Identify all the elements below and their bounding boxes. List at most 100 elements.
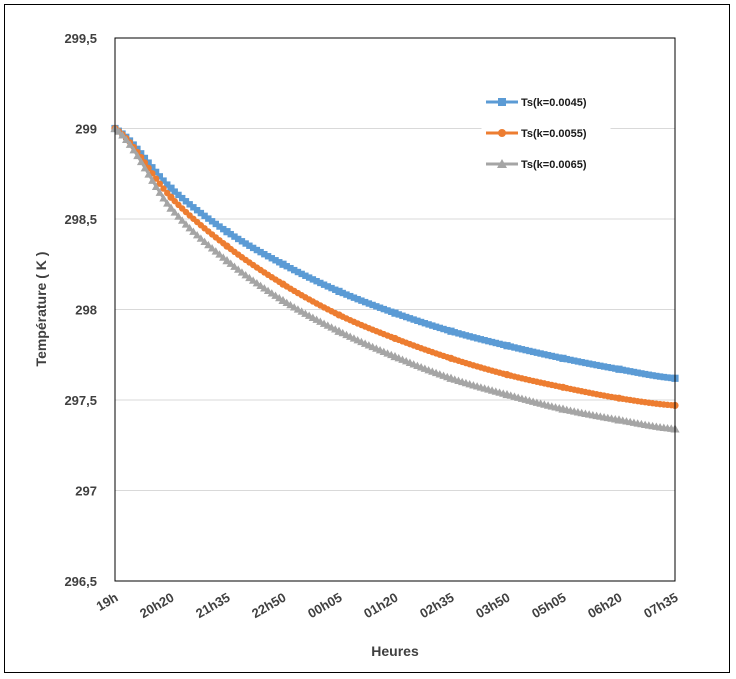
series-marker: [268, 255, 275, 262]
series-marker: [294, 268, 302, 276]
data-point: [166, 203, 176, 212]
series-marker: [496, 340, 503, 348]
series-marker: [518, 346, 526, 353]
series-marker: [309, 276, 317, 283]
series-marker: [227, 230, 234, 238]
data-point: [559, 354, 567, 362]
series-marker: [171, 188, 178, 195]
series-marker: [160, 185, 167, 192]
series-marker: [211, 247, 220, 255]
series-marker: [144, 170, 153, 178]
series-marker: [164, 181, 171, 188]
series-marker: [181, 220, 191, 228]
legend-items: Ts(k=0.0045) Ts(k=0.0055) Ts(k=0.0065): [486, 97, 587, 171]
series-marker: [515, 345, 522, 352]
data-point: [615, 394, 623, 402]
series-marker: [133, 151, 142, 160]
series-marker: [459, 331, 466, 338]
y-tick-label: 299,5: [64, 31, 97, 46]
x-tick-label: 01h20: [361, 590, 400, 621]
data-point: [558, 404, 568, 413]
y-axis-ticks: 296,5 297 297,5 298 298,5 299 299,5: [64, 31, 97, 589]
series-marker: [208, 218, 216, 225]
x-tick-label: 03h50: [473, 590, 512, 621]
data-point: [222, 256, 232, 265]
series-marker: [507, 343, 514, 350]
y-axis-title: Température ( K ): [33, 252, 49, 367]
legend-item[interactable]: Ts(k=0.0065): [486, 159, 587, 171]
series-marker: [533, 349, 541, 356]
series-marker: [136, 157, 146, 166]
series-marker: [630, 368, 638, 376]
series-marker: [151, 182, 161, 190]
series-marker: [600, 363, 608, 370]
series-marker: [541, 351, 548, 358]
series-marker: [354, 295, 361, 303]
series-marker: [283, 263, 290, 270]
series-marker: [425, 321, 432, 328]
legend-item[interactable]: Ts(k=0.0055): [486, 128, 587, 140]
series-marker: [656, 373, 664, 380]
series-marker: [417, 318, 425, 326]
plot-border: [114, 37, 676, 582]
data-point: [391, 334, 399, 343]
legend-item[interactable]: Ts(k=0.0045): [486, 97, 587, 109]
series-marker: [149, 164, 156, 171]
series-marker: [264, 253, 272, 260]
series-marker: [481, 337, 488, 344]
series-marker: [376, 304, 384, 311]
series-marker: [235, 235, 242, 243]
x-tick-label: 19h: [94, 590, 121, 614]
series-marker: [488, 338, 496, 346]
series-marker: [237, 268, 247, 276]
series-marker: [163, 199, 172, 207]
y-tick-label: 298,5: [64, 212, 97, 227]
series-marker: [406, 315, 414, 322]
series-marker: [455, 330, 462, 337]
series-marker: [170, 208, 179, 216]
series-marker: [429, 322, 436, 329]
data-point: [614, 415, 624, 424]
series-marker: [241, 270, 250, 279]
series-marker: [159, 194, 168, 202]
series-marker: [593, 361, 600, 369]
series-layer: [110, 123, 680, 433]
series-marker: [529, 348, 537, 356]
data-point: [279, 260, 287, 268]
series-marker: [470, 334, 477, 341]
data-point: [335, 287, 343, 295]
x-tick-label: 00h05: [305, 590, 344, 621]
series-marker: [623, 367, 630, 374]
series-marker: [421, 320, 429, 327]
series-marker: [118, 131, 127, 139]
data-point: [615, 365, 623, 373]
series-marker: [234, 265, 243, 273]
series-marker: [287, 264, 294, 272]
series-marker: [320, 281, 328, 288]
series-marker: [358, 297, 365, 304]
legend[interactable]: Ts(k=0.0045) Ts(k=0.0055) Ts(k=0.0065): [481, 87, 611, 179]
x-tick-label: 02h35: [417, 590, 456, 621]
series-marker: [477, 336, 485, 343]
data-point: [334, 326, 344, 335]
series-marker: [582, 359, 589, 367]
series-marker: [608, 364, 615, 372]
series-marker: [645, 371, 653, 378]
data-point: [447, 354, 455, 362]
series-marker: [145, 159, 152, 166]
series-3: [110, 123, 680, 433]
series-marker: [444, 326, 451, 334]
series-marker: [189, 227, 198, 235]
series-marker: [231, 233, 238, 240]
series-marker: [414, 317, 421, 324]
series-marker: [548, 352, 555, 360]
series-marker: [436, 324, 443, 332]
legend-label: Ts(k=0.0065): [521, 159, 587, 171]
series-marker: [155, 188, 164, 196]
series-marker: [537, 350, 544, 357]
series-marker: [361, 298, 369, 306]
series-marker: [403, 313, 410, 321]
series-marker: [204, 240, 213, 249]
series-marker: [317, 279, 324, 287]
